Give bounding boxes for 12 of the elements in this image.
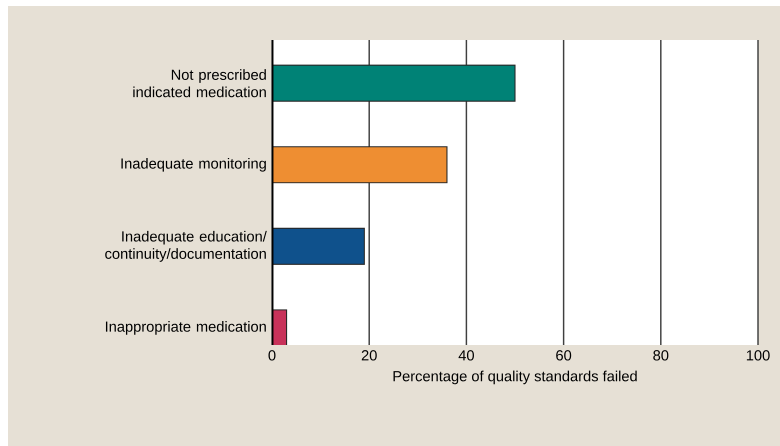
y-tick-label: Not prescribed indicated medication [133,69,266,98]
y-tick-label: Inappropriate medication [106,321,266,335]
x-axis-title: Percentage of quality standards failed [394,370,637,384]
y-tick-label: Inadequate education/ continuity/documentation [105,230,267,262]
x-tick-label: 80 [653,350,668,361]
x-tick-label: 100 [746,350,770,361]
y-tick-label: Inadequate monitoring [121,158,266,172]
x-tick-label: 20 [362,350,377,361]
x-tick-label: 0 [268,350,276,361]
bar [272,228,365,265]
x-tick-label: 40 [458,350,474,361]
x-tick-label: 60 [556,350,572,361]
